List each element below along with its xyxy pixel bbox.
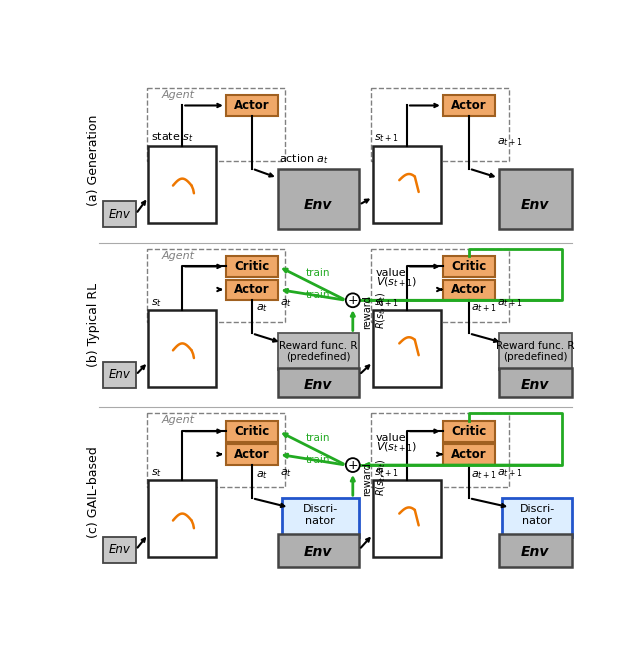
Text: Actor: Actor bbox=[451, 283, 487, 296]
Bar bbox=[373, 480, 441, 557]
Bar bbox=[371, 249, 509, 322]
Text: (a) Generation: (a) Generation bbox=[88, 115, 100, 206]
Text: (b) Typical RL: (b) Typical RL bbox=[88, 283, 100, 367]
Text: action $a_t$: action $a_t$ bbox=[279, 152, 329, 167]
Text: $a_t$: $a_t$ bbox=[280, 297, 292, 308]
Text: Env: Env bbox=[521, 378, 549, 392]
Text: Discri-
nator: Discri- nator bbox=[520, 504, 555, 526]
Bar bbox=[278, 334, 359, 371]
Bar bbox=[373, 146, 441, 222]
Bar bbox=[148, 480, 216, 557]
Bar bbox=[148, 310, 216, 388]
Bar bbox=[443, 421, 495, 442]
Text: Actor: Actor bbox=[451, 448, 487, 461]
Bar bbox=[443, 257, 495, 277]
Bar bbox=[443, 279, 495, 300]
Text: $s_t$: $s_t$ bbox=[151, 467, 163, 479]
Text: $s_t$: $s_t$ bbox=[151, 297, 163, 308]
Bar bbox=[443, 95, 495, 116]
Text: Agent: Agent bbox=[161, 415, 195, 425]
Text: Critic: Critic bbox=[451, 260, 486, 273]
Bar bbox=[371, 413, 509, 487]
Bar bbox=[278, 368, 359, 397]
Text: Actor: Actor bbox=[234, 448, 270, 461]
Text: Critic: Critic bbox=[234, 260, 269, 273]
Text: Agent: Agent bbox=[161, 251, 195, 260]
Bar bbox=[226, 445, 278, 465]
Text: Reward func. R: Reward func. R bbox=[278, 341, 357, 351]
Text: value: value bbox=[376, 433, 406, 443]
Text: $a_t$: $a_t$ bbox=[256, 469, 268, 481]
Text: $a_t$: $a_t$ bbox=[280, 467, 292, 479]
Text: Actor: Actor bbox=[234, 283, 270, 296]
Bar bbox=[502, 498, 572, 537]
Text: $s_{t+1}$: $s_{t+1}$ bbox=[374, 132, 399, 144]
Text: Env: Env bbox=[521, 198, 549, 212]
Text: (c) GAIL-based: (c) GAIL-based bbox=[88, 446, 100, 538]
Bar bbox=[226, 421, 278, 442]
Text: Critic: Critic bbox=[234, 424, 269, 437]
Bar bbox=[103, 537, 136, 563]
Text: Env: Env bbox=[109, 369, 131, 382]
Text: (predefined): (predefined) bbox=[285, 351, 350, 362]
Circle shape bbox=[346, 458, 360, 472]
Text: (predefined): (predefined) bbox=[502, 351, 567, 362]
Text: Env: Env bbox=[109, 207, 131, 220]
Bar bbox=[282, 498, 359, 537]
Bar bbox=[226, 95, 278, 116]
Text: $a_{t+1}$: $a_{t+1}$ bbox=[472, 302, 497, 314]
Circle shape bbox=[346, 294, 360, 307]
Bar bbox=[103, 362, 136, 388]
Text: train: train bbox=[306, 268, 330, 279]
Bar bbox=[147, 249, 285, 322]
Text: $a_{t+1}$: $a_{t+1}$ bbox=[472, 469, 497, 481]
Bar bbox=[226, 257, 278, 277]
Text: state $s_t$: state $s_t$ bbox=[151, 130, 194, 144]
Bar bbox=[147, 413, 285, 487]
Text: Actor: Actor bbox=[451, 99, 487, 112]
Bar bbox=[278, 168, 359, 229]
Text: Env: Env bbox=[304, 378, 332, 392]
Text: train: train bbox=[306, 433, 330, 443]
Text: $s_{t+1}$: $s_{t+1}$ bbox=[374, 467, 399, 479]
Bar bbox=[278, 535, 359, 567]
Text: train: train bbox=[306, 290, 330, 300]
Text: Discri-
nator: Discri- nator bbox=[303, 504, 338, 526]
Bar bbox=[499, 368, 572, 397]
Text: Env: Env bbox=[109, 543, 131, 556]
Text: Agent: Agent bbox=[161, 89, 195, 100]
Bar bbox=[148, 146, 216, 222]
Text: $s_{t+1}$: $s_{t+1}$ bbox=[374, 297, 399, 308]
Bar bbox=[499, 168, 572, 229]
Bar bbox=[373, 310, 441, 388]
Text: Env: Env bbox=[521, 545, 549, 559]
Text: value: value bbox=[376, 268, 406, 279]
Text: $a_{t+1}$: $a_{t+1}$ bbox=[497, 467, 523, 479]
Text: Critic: Critic bbox=[451, 424, 486, 437]
Text: reward
$R(s_t, a_t)$: reward $R(s_t, a_t)$ bbox=[362, 458, 388, 496]
Text: $V(s_{t+1})$: $V(s_{t+1})$ bbox=[376, 276, 417, 290]
Bar bbox=[371, 87, 509, 161]
Text: +: + bbox=[348, 294, 358, 307]
Bar bbox=[103, 201, 136, 227]
Text: train: train bbox=[306, 455, 330, 465]
Bar bbox=[226, 279, 278, 300]
Text: $a_t$: $a_t$ bbox=[256, 302, 268, 314]
Text: +: + bbox=[348, 459, 358, 472]
Text: Actor: Actor bbox=[234, 99, 270, 112]
Bar bbox=[443, 445, 495, 465]
Text: $V(s_{t+1})$: $V(s_{t+1})$ bbox=[376, 441, 417, 454]
Text: Env: Env bbox=[304, 198, 332, 212]
Text: Reward func. R: Reward func. R bbox=[495, 341, 574, 351]
Text: $a_{t+1}$: $a_{t+1}$ bbox=[497, 137, 523, 148]
Bar bbox=[147, 87, 285, 161]
Text: $a_{t+1}$: $a_{t+1}$ bbox=[497, 297, 523, 308]
Bar bbox=[499, 535, 572, 567]
Text: Env: Env bbox=[304, 545, 332, 559]
Text: reward
$R(s_t, a_t)$: reward $R(s_t, a_t)$ bbox=[362, 291, 388, 329]
Bar bbox=[499, 334, 572, 371]
